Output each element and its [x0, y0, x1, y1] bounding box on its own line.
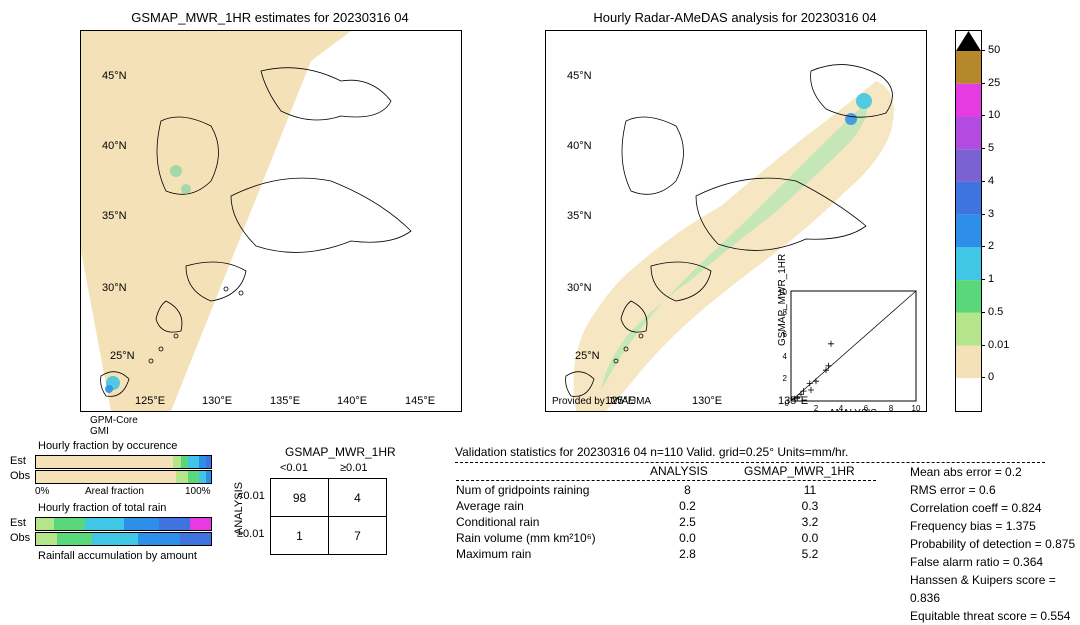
right-lat-1: 40°N: [567, 140, 592, 152]
ct-row-0: <0.01: [237, 490, 265, 502]
svg-text:6: 6: [864, 404, 869, 411]
right-map-panel: ANALYSIS GSMAP_MWR_1HR 0 2 4 6 8 10 2 4 …: [545, 30, 927, 412]
svg-text:8: 8: [783, 308, 788, 317]
svg-text:6: 6: [783, 330, 788, 339]
frac-lbl-obs2: Obs: [10, 532, 30, 544]
right-lat-2: 35°N: [567, 210, 592, 222]
right-lon-1: 130°E: [692, 395, 722, 407]
svg-text:8: 8: [889, 404, 894, 411]
svg-text:ANALYSIS: ANALYSIS: [829, 408, 877, 411]
left-lat-0: 45°N: [102, 70, 127, 82]
ct-col-1: ≥0.01: [340, 462, 367, 474]
axis-label-1: Areal fraction: [85, 486, 144, 497]
bar2-est: [35, 517, 212, 531]
colorbar: [955, 30, 982, 412]
validation-right-stats: Mean abs error = 0.2 RMS error = 0.6 Cor…: [910, 463, 1080, 625]
bar1-est: [35, 455, 212, 469]
svg-text:4: 4: [839, 404, 844, 411]
ct-row-1: ≥0.01: [237, 528, 264, 540]
svg-text:2: 2: [814, 404, 819, 411]
svg-text:10: 10: [778, 288, 787, 297]
frac-title-2: Hourly fraction of total rain: [38, 502, 166, 514]
frac-title-1: Hourly fraction by occurence: [38, 440, 177, 452]
colorbar-tick: 10: [988, 109, 1000, 121]
colorbar-tick: 5: [988, 142, 994, 154]
svg-text:4: 4: [783, 352, 788, 361]
right-lon-2: 135°E: [778, 395, 808, 407]
right-lat-3: 30°N: [567, 282, 592, 294]
left-lat-3: 30°N: [102, 282, 127, 294]
validation-table: ANALYSIS GSMAP_MWR_1HR Num of gridpoints…: [455, 463, 894, 562]
right-lon-0: 125°E: [605, 395, 635, 407]
colorbar-tick: 0.5: [988, 306, 1003, 318]
left-lon-2: 135°E: [270, 395, 300, 407]
provider-label: Provided by JWA/JMA: [552, 396, 651, 407]
frac-lbl-obs1: Obs: [10, 470, 30, 482]
ct-col-header: GSMAP_MWR_1HR: [285, 445, 396, 459]
colorbar-tick: 1: [988, 273, 994, 285]
validation-header: Validation statistics for 20230316 04 n=…: [455, 445, 848, 459]
frac-title-3: Rainfall accumulation by amount: [38, 550, 197, 562]
contingency-table: 984 17: [270, 478, 387, 555]
left-lon-0: 125°E: [135, 395, 165, 407]
colorbar-tick: 50: [988, 44, 1000, 56]
left-footer-0: GPM-Core: [90, 415, 138, 426]
left-map-panel: [80, 30, 462, 412]
right-lat-4: 25°N: [575, 350, 600, 362]
bar1-obs: [35, 470, 212, 484]
ct-col-0: <0.01: [280, 462, 308, 474]
colorbar-tick: 0.01: [988, 339, 1009, 351]
colorbar-tick: 0: [988, 371, 994, 383]
right-map-title: Hourly Radar-AMeDAS analysis for 2023031…: [545, 10, 925, 25]
axis-left-1: 0%: [35, 486, 49, 497]
bar2-obs: [35, 532, 212, 546]
left-lat-1: 40°N: [102, 140, 127, 152]
left-map-title: GSMAP_MWR_1HR estimates for 20230316 04: [80, 10, 460, 25]
left-lon-3: 140°E: [337, 395, 367, 407]
frac-lbl-est2: Est: [10, 517, 26, 529]
right-map-svg: ANALYSIS GSMAP_MWR_1HR 0 2 4 6 8 10 2 4 …: [546, 31, 926, 411]
left-footer-1: GMI: [90, 426, 109, 437]
colorbar-tick: 3: [988, 208, 994, 220]
svg-text:2: 2: [783, 374, 788, 383]
left-lat-2: 35°N: [102, 210, 127, 222]
colorbar-tick: 4: [988, 175, 994, 187]
frac-lbl-est1: Est: [10, 455, 26, 467]
colorbar-tick: 25: [988, 77, 1000, 89]
left-lat-4: 25°N: [110, 350, 135, 362]
left-map-svg: [81, 31, 461, 411]
right-lat-0: 45°N: [567, 70, 592, 82]
colorbar-tick: 2: [988, 240, 994, 252]
axis-right-1: 100%: [185, 486, 211, 497]
left-lon-1: 130°E: [202, 395, 232, 407]
left-lon-4: 145°E: [405, 395, 435, 407]
svg-text:10: 10: [912, 404, 921, 411]
